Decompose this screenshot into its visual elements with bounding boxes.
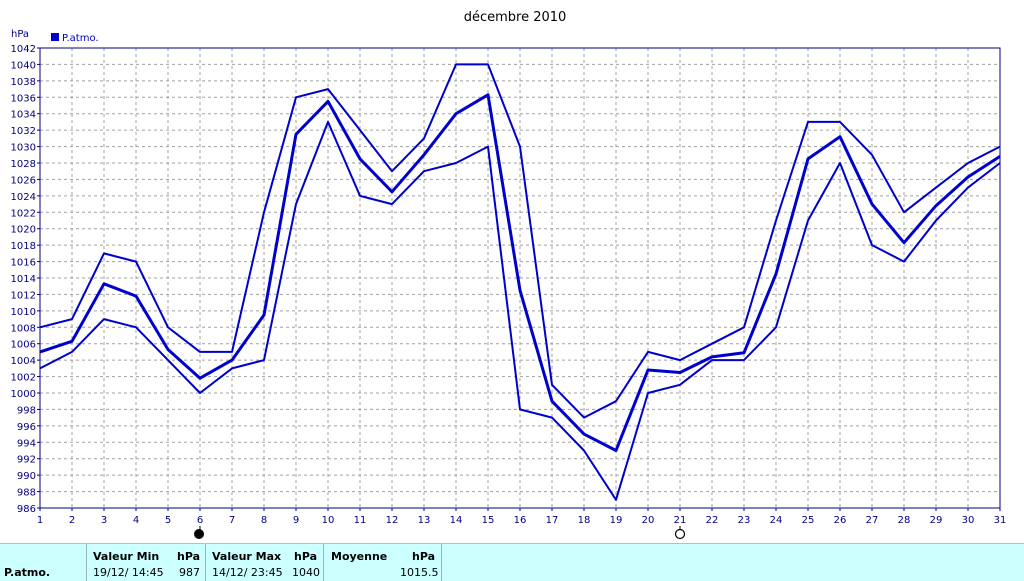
y-tick-label: 1024 [11,192,36,203]
y-tick-label: 1022 [11,208,36,219]
y-tick-label: 1014 [11,274,36,285]
y-tick-label: 988 [17,488,36,499]
y-tick-label: 1032 [11,126,36,137]
series-line-min [39,120,1001,501]
y-tick-label: 1026 [11,175,36,186]
x-tick-label: 10 [322,515,335,526]
x-tick-label: 26 [834,515,847,526]
y-tick-label: 1008 [11,323,36,334]
y-tick-label: 1000 [11,389,36,400]
series-line-max [39,63,1001,419]
y-tick-label: 1012 [11,290,36,301]
chart-title: décembre 2010 [464,10,567,25]
pressure-chart: décembre 2010 hPa P.atmo. 98698899099299… [11,10,1007,540]
series-group [39,63,1001,501]
x-tick-label: 6 [197,515,203,526]
grid [37,47,1001,511]
moon-markers [194,526,686,540]
x-axis-ticks: 1 2 3 4 5 6 7 8 9 10 11 12 13 14 15 16 17 18 19 20 21 22 23 24 2… [37,515,1007,526]
x-tick-label: 4 [133,515,139,526]
x-tick-label: 13 [418,515,431,526]
x-tick-label: 29 [930,515,943,526]
mean-value: 1015.5 [400,566,439,579]
x-tick-label: 1 [37,515,43,526]
x-tick-label: 31 [994,515,1007,526]
y-tick-label: 1028 [11,159,36,170]
x-tick-label: 21 [674,515,687,526]
y-tick-label: 1042 [11,44,36,55]
x-tick-label: 15 [482,515,495,526]
footer-divider [323,544,324,581]
x-tick-label: 7 [229,515,235,526]
new-moon-icon [674,528,686,540]
min-header: Valeur Min [93,550,160,563]
x-tick-label: 28 [898,515,911,526]
x-tick-label: 20 [642,515,655,526]
footer-divider [86,544,87,581]
legend-label: P.atmo. [62,33,99,44]
x-tick-label: 2 [69,515,75,526]
y-tick-label: 1020 [11,225,36,236]
x-tick-label: 3 [101,515,107,526]
y-tick-label: 992 [17,455,36,466]
x-tick-label: 8 [261,515,267,526]
legend-swatch [51,33,59,41]
x-tick-label: 27 [866,515,879,526]
mean-header: Moyenne [331,550,388,563]
stats-footer: P.atmo. Valeur Min hPa 19/12/ 14:45 987 … [0,543,1024,581]
max-value: 1040 [292,566,320,579]
mean-unit: hPa [412,550,436,563]
min-value: 987 [179,566,200,579]
y-tick-label: 1010 [11,307,36,318]
x-tick-label: 5 [165,515,171,526]
y-tick-label: 1036 [11,93,36,104]
footer-divider [205,544,206,581]
x-tick-label: 18 [578,515,591,526]
x-tick-label: 24 [770,515,783,526]
max-header: Valeur Max [212,550,282,563]
x-tick-label: 30 [962,515,975,526]
x-tick-label: 17 [546,515,559,526]
plot-area [39,47,1001,509]
full-moon-icon [194,529,204,539]
x-tick-label: 23 [738,515,751,526]
y-tick-label: 1038 [11,77,36,88]
y-tick-label: 994 [17,438,36,449]
y-tick-label: 1004 [11,356,36,367]
y-tick-label: 1002 [11,373,36,384]
x-tick-label: 12 [386,515,399,526]
max-date: 14/12/ 23:45 [212,566,283,579]
y-tick-label: 996 [17,422,36,433]
min-unit: hPa [177,550,201,563]
x-tick-label: 22 [706,515,719,526]
footer-divider [441,544,442,581]
y-tick-label: 1016 [11,258,36,269]
y-tick-label: 998 [17,405,36,416]
y-axis-ticks: 986 988 990 992 994 996 998 1000 1002 1004 1006 100… [11,44,36,515]
y-tick-label: 1040 [11,60,36,71]
max-unit: hPa [294,550,318,563]
y-tick-label: 986 [17,504,36,515]
x-tick-label: 16 [514,515,527,526]
y-tick-label: 1006 [11,340,36,351]
y-tick-label: 990 [17,471,36,482]
x-tick-label: 25 [802,515,815,526]
y-tick-label: 1034 [11,110,36,121]
footer-row-label: P.atmo. [4,566,51,579]
y-axis-label: hPa [11,29,29,40]
y-tick-label: 1018 [11,241,36,252]
min-date: 19/12/ 14:45 [93,566,164,579]
y-tick-label: 1030 [11,143,36,154]
x-tick-label: 9 [293,515,299,526]
x-tick-label: 14 [450,515,463,526]
x-tick-label: 19 [610,515,623,526]
series-line-mean [39,93,1001,452]
x-tick-label: 11 [354,515,367,526]
